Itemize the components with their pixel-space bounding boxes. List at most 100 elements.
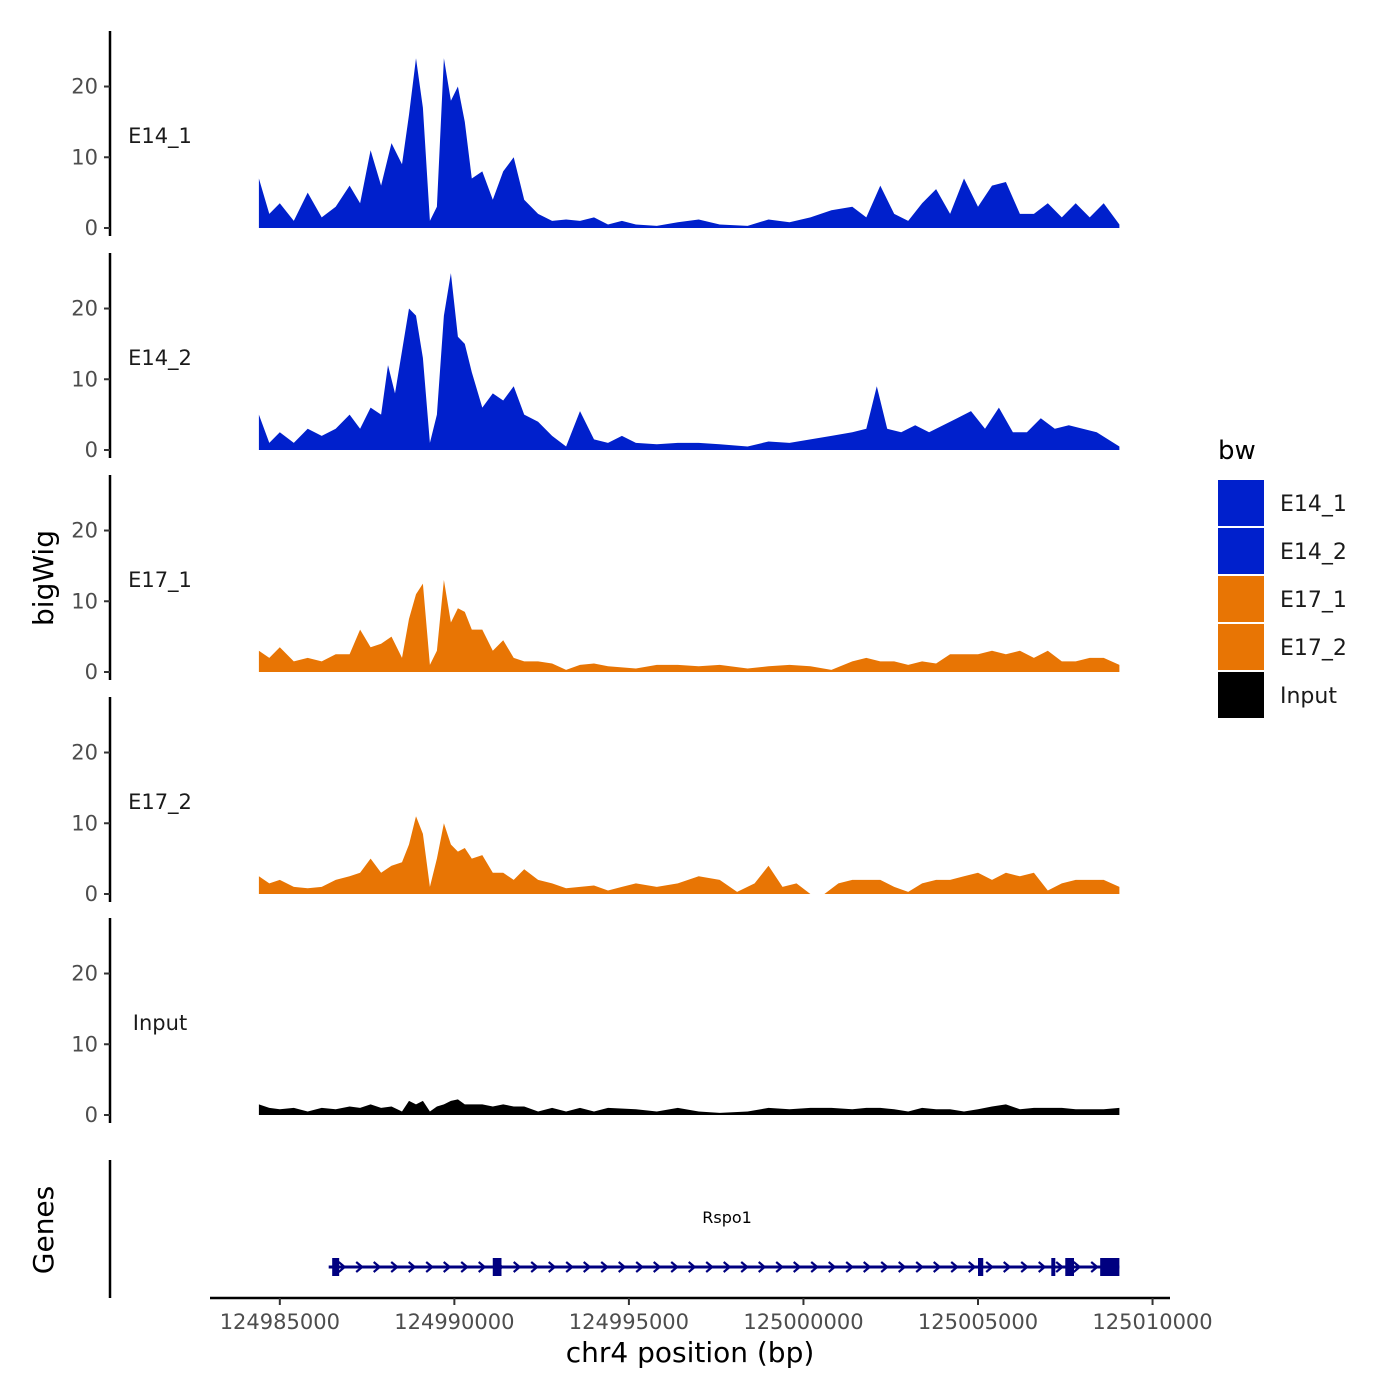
strand-arrow bbox=[670, 1261, 679, 1273]
track-label-Input: Input bbox=[133, 1011, 187, 1035]
gene-exon bbox=[492, 1258, 502, 1276]
strand-arrow bbox=[1055, 1261, 1064, 1273]
gene-name-label: Rspo1 bbox=[702, 1208, 752, 1227]
strand-arrow bbox=[705, 1261, 714, 1273]
legend-label-Input: Input bbox=[1280, 684, 1337, 709]
x-tick-label: 124985000 bbox=[220, 1310, 340, 1334]
strand-arrow bbox=[915, 1261, 924, 1273]
y-tick-label: 10 bbox=[71, 1032, 98, 1056]
gene-exon bbox=[1051, 1258, 1056, 1276]
legend-label-E17_2: E17_2 bbox=[1280, 636, 1347, 661]
strand-arrow bbox=[390, 1261, 399, 1273]
y-tick-label: 20 bbox=[71, 962, 98, 986]
y-tick-label: 10 bbox=[71, 811, 98, 835]
coverage-area-E17_2 bbox=[258, 816, 1120, 894]
coverage-area-E14_1 bbox=[258, 58, 1120, 229]
y-tick-label: 20 bbox=[71, 519, 98, 543]
track-panel-E17_2: 0 10 20 E17_2 bbox=[71, 697, 1120, 906]
x-tick-label: 125000000 bbox=[743, 1310, 863, 1334]
strand-arrow bbox=[355, 1261, 364, 1273]
legend: bw E14_1 E14_2 E17_1 E17_2 Input bbox=[1218, 436, 1347, 718]
legend-swatch-E17_1 bbox=[1218, 576, 1264, 622]
coverage-area-Input bbox=[258, 1099, 1120, 1115]
y-axis-title: bigWig bbox=[27, 530, 60, 626]
strand-arrow bbox=[810, 1261, 819, 1273]
y-tick-label: 10 bbox=[71, 145, 98, 169]
tracks-group: 0 10 20 E14_1 0 10 20 E14_2 0 10 20 E17_1 0 10 20 E17_2… bbox=[71, 31, 1120, 1127]
strand-arrow bbox=[985, 1261, 994, 1273]
legend-label-E14_2: E14_2 bbox=[1280, 540, 1347, 565]
strand-arrow bbox=[967, 1261, 977, 1273]
y-tick-label: 0 bbox=[85, 438, 98, 462]
strand-arrow bbox=[372, 1261, 382, 1273]
x-tick-label: 124995000 bbox=[569, 1310, 689, 1334]
y-tick-label: 20 bbox=[71, 297, 98, 321]
track-label-E17_2: E17_2 bbox=[128, 790, 192, 815]
gene-exon bbox=[978, 1258, 984, 1276]
strand-arrow bbox=[442, 1261, 452, 1273]
strand-arrow bbox=[1037, 1261, 1047, 1273]
legend-label-E17_1: E17_1 bbox=[1280, 588, 1347, 613]
gene-exon bbox=[1100, 1258, 1120, 1276]
strand-arrow bbox=[1072, 1261, 1082, 1273]
y-tick-label: 0 bbox=[85, 216, 98, 240]
gene-exon bbox=[332, 1258, 340, 1276]
strand-arrow bbox=[512, 1261, 522, 1273]
y-tick-label: 0 bbox=[85, 1103, 98, 1127]
strand-arrow bbox=[1002, 1261, 1012, 1273]
strand-arrow bbox=[897, 1261, 907, 1273]
y-tick-label: 0 bbox=[85, 882, 98, 906]
strand-arrow bbox=[740, 1261, 749, 1273]
strand-arrow bbox=[792, 1261, 802, 1273]
legend-swatch-E14_2 bbox=[1218, 528, 1264, 574]
strand-arrow bbox=[775, 1261, 784, 1273]
x-tick-label: 125010000 bbox=[1092, 1310, 1212, 1334]
strand-arrow bbox=[687, 1261, 697, 1273]
y-tick-label: 20 bbox=[71, 741, 98, 765]
strand-arrow bbox=[827, 1261, 837, 1273]
track-panel-Input: 0 10 20 Input bbox=[71, 918, 1120, 1127]
strand-arrow bbox=[950, 1261, 959, 1273]
track-panel-E14_2: 0 10 20 E14_2 bbox=[71, 253, 1120, 462]
legend-label-E14_1: E14_1 bbox=[1280, 492, 1347, 517]
track-label-E14_1: E14_1 bbox=[128, 124, 192, 149]
x-tick-label: 125005000 bbox=[918, 1310, 1038, 1334]
strand-arrow bbox=[757, 1261, 767, 1273]
genes-panel: Rspo1 bbox=[108, 1160, 1120, 1298]
strand-arrow bbox=[1090, 1261, 1099, 1273]
coverage-area-E14_2 bbox=[258, 273, 1120, 450]
x-axis: 124985000 124990000 124995000 125000000 1250… bbox=[210, 1296, 1213, 1334]
strand-arrow bbox=[460, 1261, 469, 1273]
y-tick-label: 20 bbox=[71, 75, 98, 99]
legend-swatch-E14_1 bbox=[1218, 480, 1264, 526]
strand-arrow bbox=[635, 1261, 644, 1273]
strand-arrow bbox=[477, 1261, 487, 1273]
x-axis-title: chr4 position (bp) bbox=[566, 1336, 815, 1369]
legend-swatch-Input bbox=[1218, 672, 1264, 718]
genes-panel-title: Genes bbox=[27, 1186, 60, 1274]
strand-arrow bbox=[722, 1261, 732, 1273]
y-tick-label: 0 bbox=[85, 660, 98, 684]
x-tick-label: 124990000 bbox=[394, 1310, 514, 1334]
strand-arrow bbox=[1020, 1261, 1029, 1273]
strand-arrow bbox=[337, 1261, 347, 1273]
track-panel-E14_1: 0 10 20 E14_1 bbox=[71, 31, 1120, 240]
strand-arrow bbox=[407, 1261, 417, 1273]
strand-arrow bbox=[425, 1261, 434, 1273]
strand-arrow bbox=[845, 1261, 854, 1273]
coverage-area-E17_1 bbox=[258, 580, 1120, 672]
legend-title: bw bbox=[1218, 436, 1256, 466]
track-label-E14_2: E14_2 bbox=[128, 346, 192, 371]
strand-arrow bbox=[600, 1261, 609, 1273]
gene-exon bbox=[1065, 1258, 1074, 1276]
strand-arrow bbox=[880, 1261, 889, 1273]
strand-arrow bbox=[862, 1261, 872, 1273]
strand-arrow bbox=[582, 1261, 592, 1273]
strand-arrow bbox=[652, 1261, 662, 1273]
strand-arrow bbox=[932, 1261, 942, 1273]
gene-Rspo1: Rspo1 bbox=[328, 1208, 1120, 1276]
legend-swatch-E17_2 bbox=[1218, 624, 1264, 670]
strand-arrow bbox=[547, 1261, 557, 1273]
y-tick-label: 10 bbox=[71, 589, 98, 613]
